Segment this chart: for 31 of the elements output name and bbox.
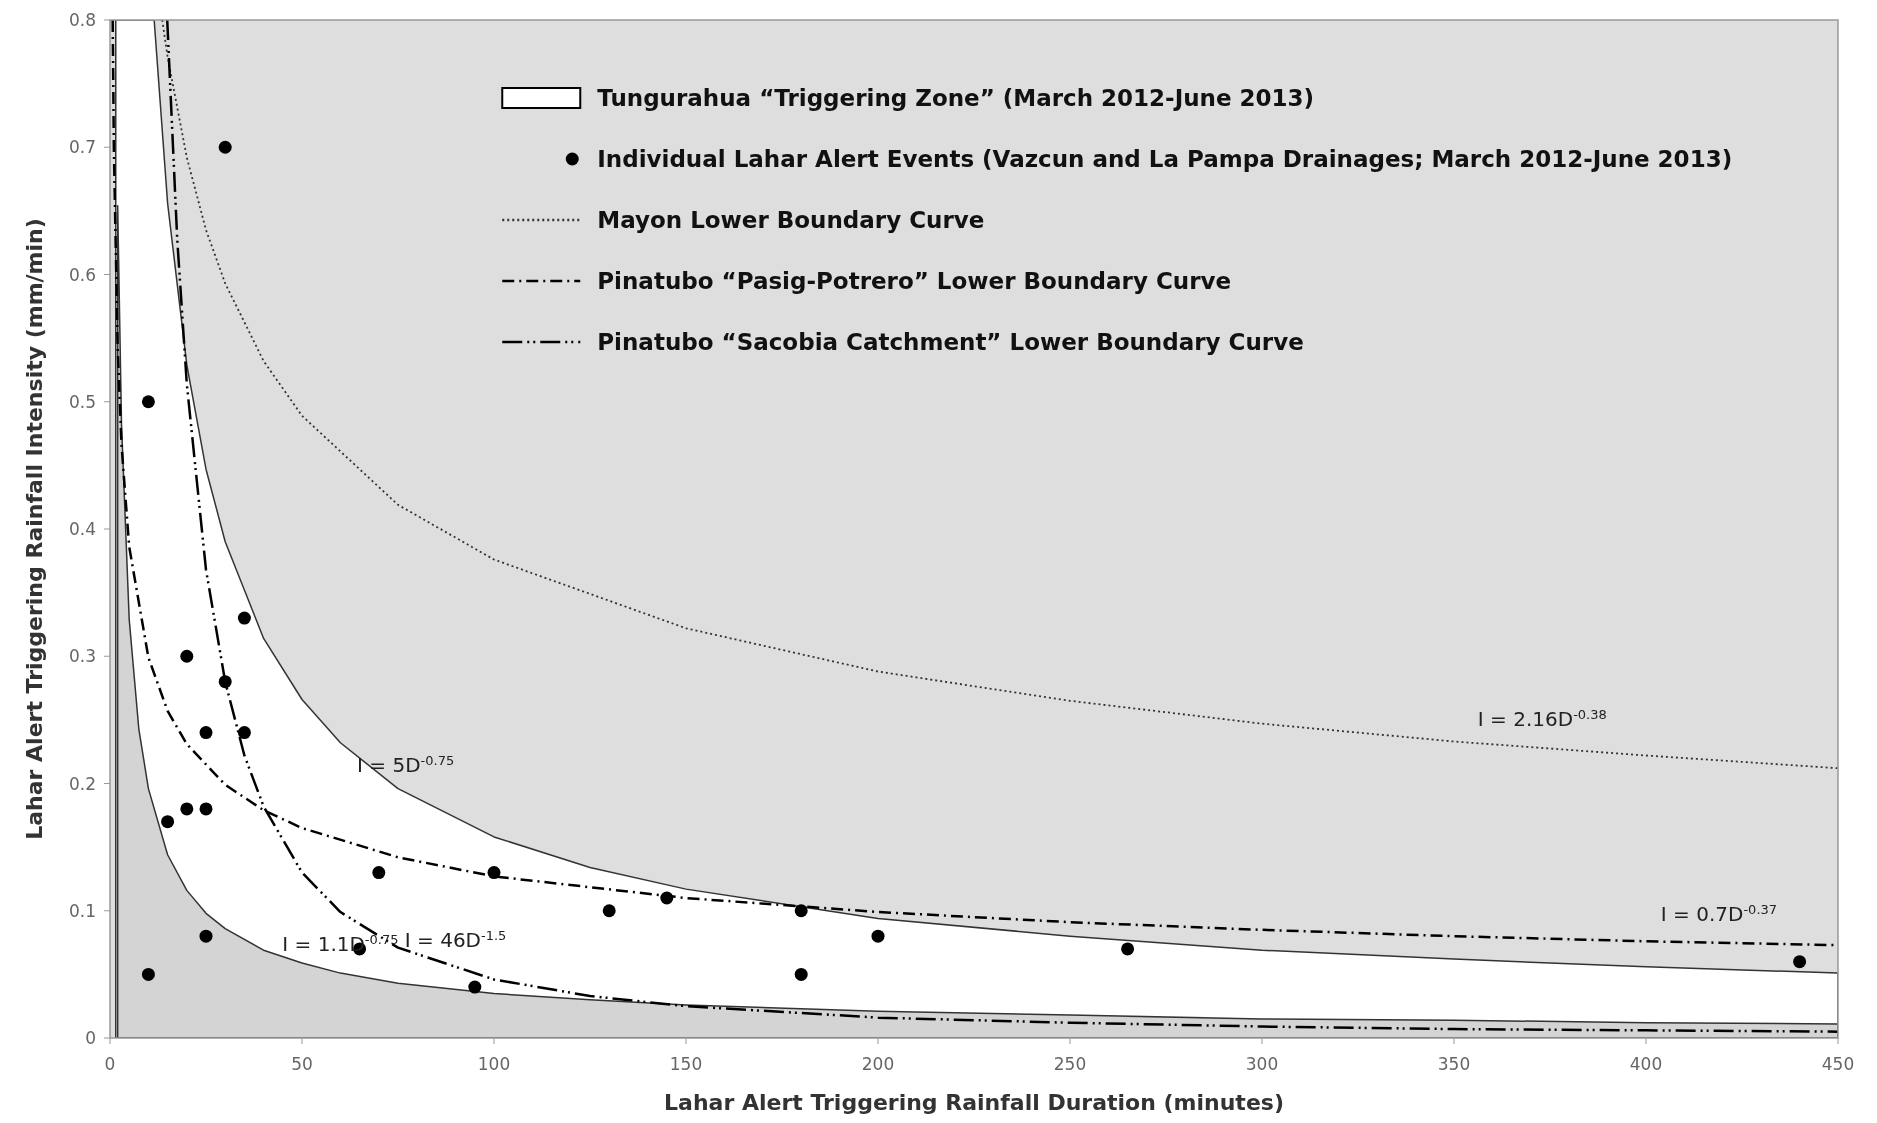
x-axis-title: Lahar Alert Triggering Rainfall Duration (minutes) bbox=[664, 1090, 1284, 1115]
x-tick-label: 300 bbox=[1245, 1054, 1279, 1074]
x-tick-label: 350 bbox=[1437, 1054, 1471, 1074]
legend-label: Pinatubo “Pasig-Potrero” Lower Boundary Curve bbox=[597, 268, 1232, 294]
annotation: I = 46D$^{-1.5}$ bbox=[404, 927, 507, 953]
x-tick-label: 200 bbox=[861, 1054, 895, 1074]
annotation: I = 2.16D$^{-0.38}$ bbox=[1477, 706, 1607, 731]
y-tick-label: 0.4 bbox=[68, 519, 96, 539]
y-tick-label: 0.6 bbox=[68, 264, 96, 285]
y-tick-label: 0 bbox=[85, 1028, 96, 1048]
y-tick-label: 0.7 bbox=[68, 137, 96, 158]
x-tick-label: 50 bbox=[291, 1054, 313, 1074]
x-tick-label: 150 bbox=[669, 1054, 703, 1074]
y-axis-title: Lahar Alert Triggering Rainfall Intensity (mm/min) bbox=[22, 218, 47, 840]
y-tick-label: 0.2 bbox=[68, 773, 96, 794]
x-tick-label: 0 bbox=[104, 1054, 116, 1074]
y-tick-label: 0.5 bbox=[68, 391, 96, 412]
point bbox=[218, 140, 232, 154]
annotation: I = 0.7D$^{-0.37}$ bbox=[1660, 901, 1778, 926]
x-tick-label: 400 bbox=[1629, 1054, 1663, 1074]
x-tick-label: 250 bbox=[1053, 1054, 1087, 1074]
annotation: I = 5D$^{-0.75}$ bbox=[357, 752, 455, 777]
legend-label: Tungurahua “Triggering Zone” (March 2012-June 2013) bbox=[597, 85, 1315, 111]
x-tick-label: 450 bbox=[1821, 1054, 1855, 1074]
legend-label: Pinatubo “Sacobia Catchment” Lower Boundary Curve bbox=[597, 329, 1304, 355]
legend-label: Individual Lahar Alert Events (Vazcun and La Pampa Drainages; March 2012-June 2013) bbox=[597, 146, 1733, 172]
y-tick-label: 0.8 bbox=[68, 10, 96, 30]
x-tick-label: 100 bbox=[477, 1054, 511, 1074]
y-tick-label: 0.3 bbox=[68, 646, 96, 667]
legend-label: Mayon Lower Boundary Curve bbox=[597, 207, 985, 233]
y-tick-label: 0.1 bbox=[68, 900, 96, 921]
